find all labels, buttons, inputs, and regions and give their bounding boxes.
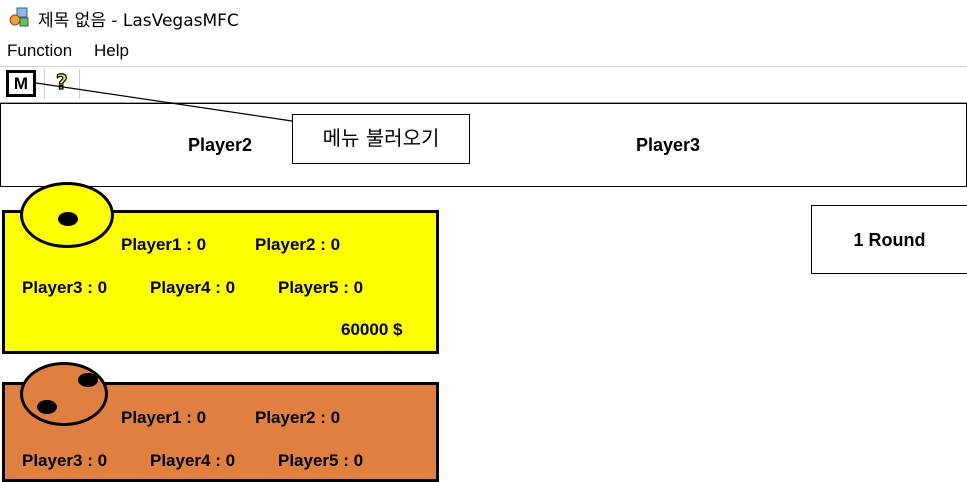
callout-line	[35, 82, 293, 122]
dice-pip	[58, 212, 78, 226]
card2-player5-score: Player5 : 0	[278, 451, 364, 470]
svg-text:?: ?	[56, 70, 68, 94]
card1-player3-score: Player3 : 0	[22, 278, 108, 297]
top-player-panel	[0, 103, 967, 187]
menu-help[interactable]: Help	[94, 41, 129, 60]
card2-player3-score: Player3 : 0	[22, 451, 108, 470]
title-bar: 제목 없음 - LasVegasMFC	[0, 0, 967, 34]
card2-player1-score: Player1 : 0	[121, 408, 207, 427]
dice-pip	[78, 373, 98, 387]
menu-function[interactable]: Function	[7, 41, 73, 60]
menu-load-button[interactable]: M	[6, 70, 36, 97]
window-title: 제목 없음 - LasVegasMFC	[38, 11, 239, 31]
card2-player4-score: Player4 : 0	[150, 451, 236, 470]
card2-player2-score: Player2 : 0	[255, 408, 341, 427]
app-icon	[9, 7, 29, 27]
menu-tooltip: 메뉴 불러오기	[292, 114, 470, 164]
menu-bar: Function Help	[0, 38, 967, 64]
dice-icon-two	[20, 362, 108, 426]
card1-player2-score: Player2 : 0	[255, 235, 341, 254]
top-player-left: Player2	[188, 135, 253, 155]
dice-pip	[37, 400, 57, 414]
card1-money: 60000 $	[341, 320, 403, 339]
help-icon: ?	[55, 69, 68, 94]
top-player-right: Player3	[636, 135, 701, 155]
card1-player5-score: Player5 : 0	[278, 278, 364, 297]
toolbar	[0, 66, 967, 104]
card1-player1-score: Player1 : 0	[121, 235, 207, 254]
round-indicator: 1 Round	[811, 205, 967, 274]
card1-player4-score: Player4 : 0	[150, 278, 236, 297]
